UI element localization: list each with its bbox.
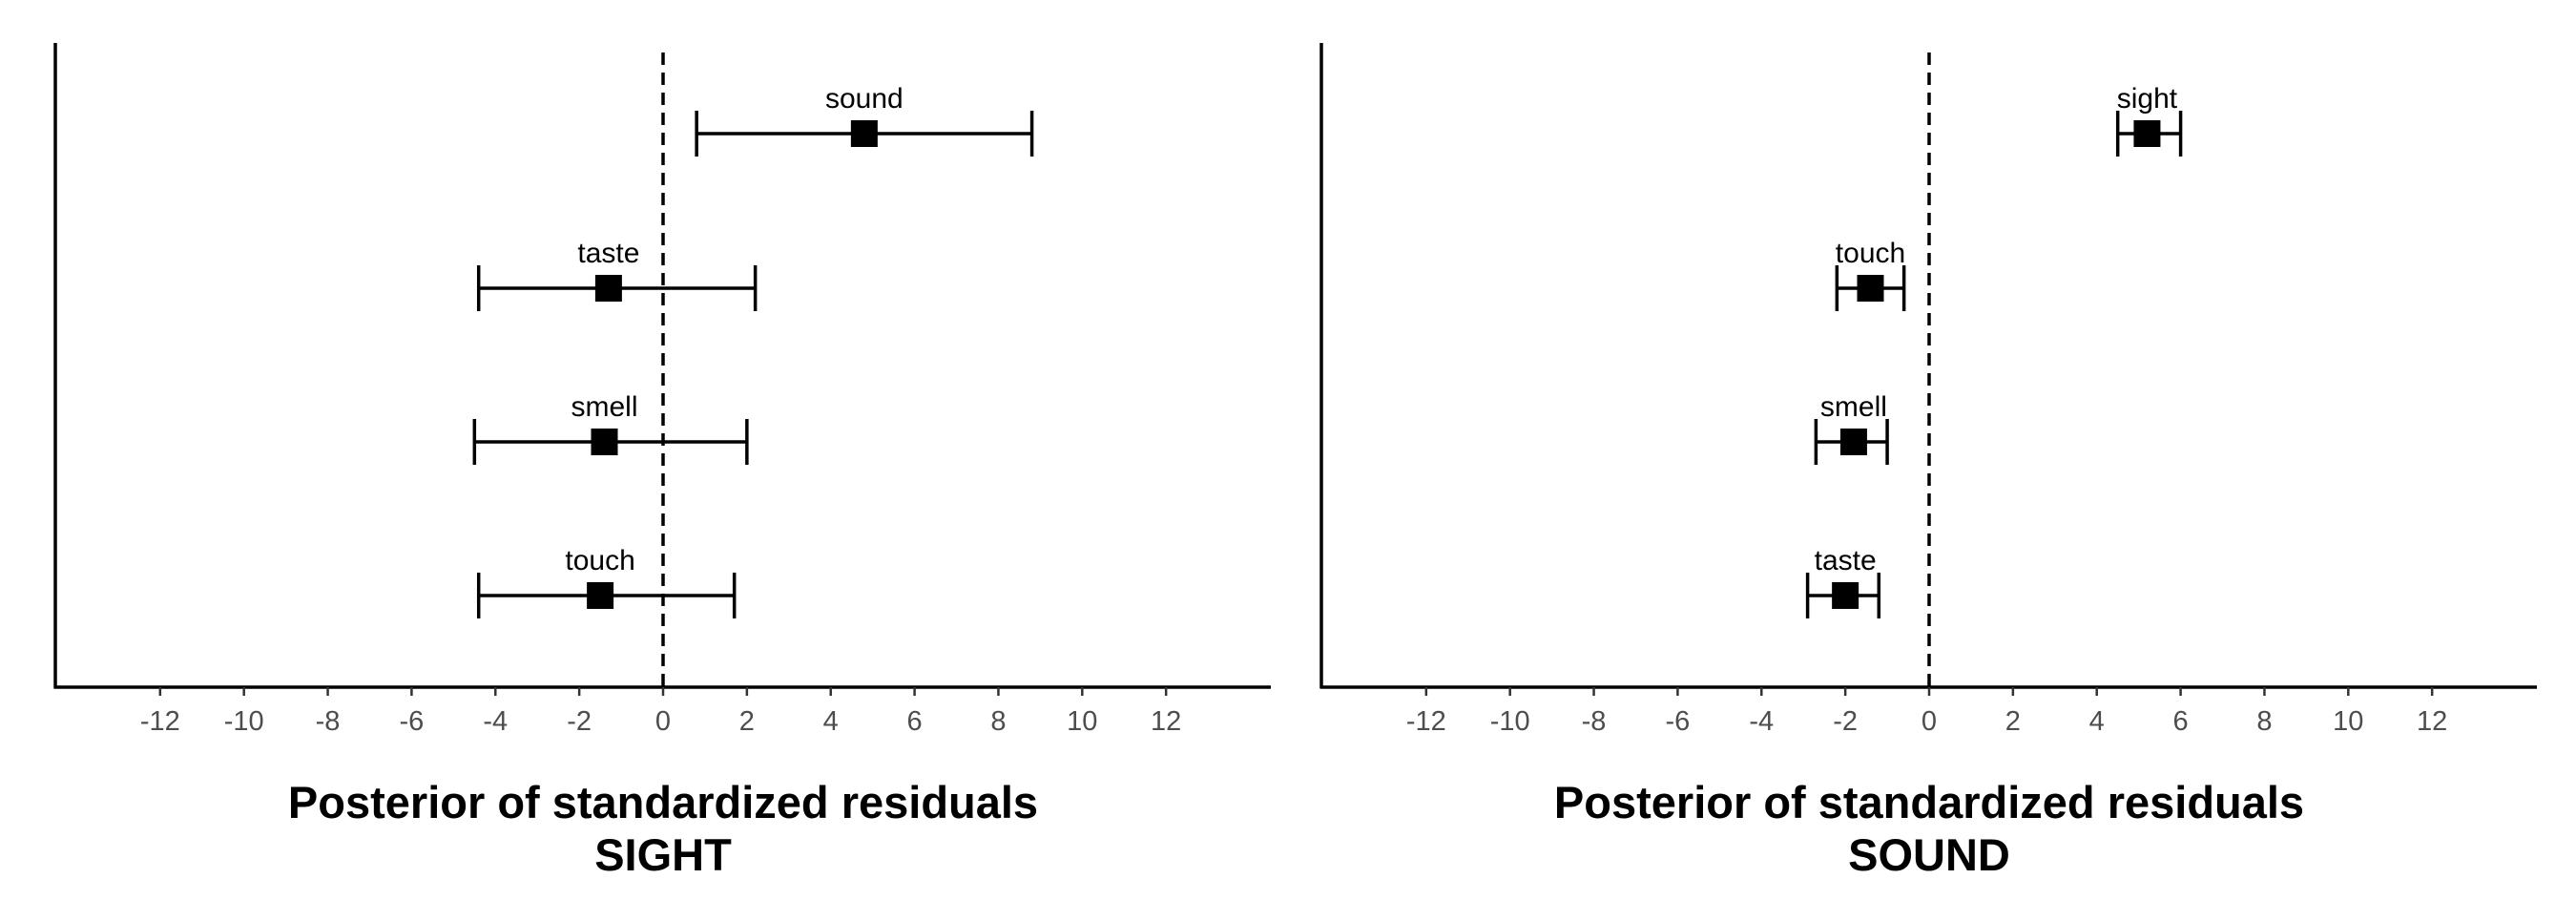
x-tick-label: 0 — [1922, 706, 1937, 737]
point-estimate — [1832, 582, 1859, 609]
x-tick-label: 8 — [2256, 706, 2272, 737]
point-estimate — [850, 120, 878, 147]
point-label: taste — [1815, 545, 1877, 576]
x-tick-label: 6 — [907, 706, 923, 737]
panel-2: -12 -10 -8 -6 -4 -2 0 2 4 6 8 10 12 sight touch smell ta… — [1319, 43, 2537, 880]
x-tick-label: -6 — [1666, 706, 1691, 737]
point-label: taste — [577, 238, 639, 269]
x-tick-label: 2 — [2005, 706, 2021, 737]
point-estimate — [587, 582, 614, 609]
point-estimate — [591, 429, 618, 455]
panel-1: -12 -10 -8 -6 -4 -2 0 2 4 6 8 10 12 sound taste smell to… — [53, 43, 1271, 880]
x-tick-label: 0 — [655, 706, 671, 737]
x-tick-label: -8 — [316, 706, 341, 737]
x-tick-label: 12 — [2417, 706, 2447, 737]
point-label: smell — [1820, 391, 1887, 423]
x-tick-label: -4 — [483, 706, 508, 737]
x-tick-label: -2 — [1833, 706, 1858, 737]
x-tick-label: -12 — [1406, 706, 1446, 737]
x-tick-label: -12 — [140, 706, 180, 737]
x-tick-label: 12 — [1151, 706, 1181, 737]
x-tick-label: -10 — [1490, 706, 1530, 737]
point-label: sight — [2117, 83, 2178, 115]
point-estimate — [594, 275, 622, 302]
chart-title: Posterior of standardized residuals — [1554, 777, 2304, 827]
x-tick-label: 4 — [2089, 706, 2105, 737]
chart-title: Posterior of standardized residuals — [288, 777, 1038, 827]
x-tick-label: 10 — [2333, 706, 2363, 737]
point-label: touch — [1836, 238, 1905, 269]
x-tick-label: 4 — [823, 706, 839, 737]
point-label: smell — [571, 391, 637, 423]
x-tick-label: -8 — [1582, 706, 1607, 737]
x-tick-label: -2 — [567, 706, 592, 737]
point-estimate — [1857, 275, 1884, 302]
x-tick-label: -4 — [1749, 706, 1774, 737]
point-estimate — [2133, 120, 2161, 147]
x-tick-label: 2 — [739, 706, 755, 737]
x-tick-label: 10 — [1067, 706, 1097, 737]
point-estimate — [1839, 429, 1867, 455]
x-tick-label: 6 — [2173, 706, 2189, 737]
x-tick-label: -10 — [224, 706, 264, 737]
chart-subtitle: SOUND — [1848, 829, 2010, 880]
x-tick-label: 8 — [990, 706, 1006, 737]
x-tick-label: -6 — [400, 706, 425, 737]
chart-subtitle: SIGHT — [594, 829, 732, 880]
point-label: sound — [825, 83, 904, 115]
point-label: touch — [565, 545, 634, 576]
